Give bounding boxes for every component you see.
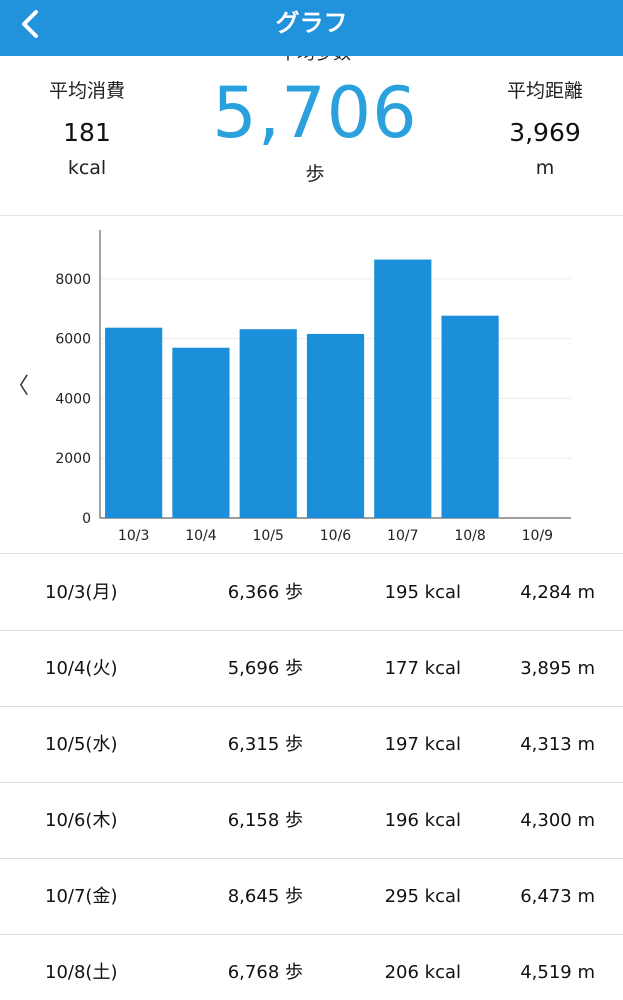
row-steps: 5,696 歩 <box>227 658 303 679</box>
row-calories: 295 kcal <box>384 886 461 907</box>
x-tick-label: 10/8 <box>454 528 485 544</box>
y-tick-label: 4000 <box>55 391 91 407</box>
chart-bar <box>441 315 499 518</box>
table-row[interactable]: 10/6(木) 6,158 歩 196 kcal 4,300 m <box>0 783 623 859</box>
daily-steps-table: 10/3(月) 6,366 歩 195 kcal 4,284 m 10/4(火) 5,69… <box>0 555 623 1000</box>
avg-distance-value: 3,969 <box>509 118 581 147</box>
avg-calories-unit: kcal <box>67 157 107 179</box>
y-tick-label: 8000 <box>55 272 91 288</box>
row-calories: 197 kcal <box>384 734 461 755</box>
chevron-left-icon <box>22 10 38 38</box>
x-tick-label: 10/3 <box>118 528 149 544</box>
y-tick-label: 0 <box>82 511 91 527</box>
back-button[interactable] <box>12 6 52 46</box>
row-steps: 6,315 歩 <box>227 734 303 755</box>
chevron-left-icon: 〈 <box>6 374 29 399</box>
row-steps: 6,158 歩 <box>227 810 303 831</box>
row-date: 10/4(火) <box>45 658 118 679</box>
avg-steps-label: 平均歩数 <box>180 56 450 66</box>
chart-prev-button[interactable]: 〈 <box>6 368 30 399</box>
table-row[interactable]: 10/3(月) 6,366 歩 195 kcal 4,284 m <box>0 555 623 631</box>
avg-distance-stat: 平均距離 3,969 m <box>480 78 610 180</box>
x-tick-label: 10/6 <box>320 528 352 544</box>
row-date: 10/7(金) <box>45 886 118 907</box>
x-tick-label: 10/5 <box>252 528 283 544</box>
row-distance: 6,473 m <box>520 886 595 907</box>
steps-bar-chart: 0 2000 4000 6000 8000 10/3 10/4 10/5 10/6 10/7 10/… <box>55 230 571 544</box>
row-steps: 8,645 歩 <box>227 886 303 907</box>
chart-bar <box>239 329 297 518</box>
avg-steps-value: 5,706 <box>212 72 418 154</box>
table-row[interactable]: 10/4(火) 5,696 歩 177 kcal 3,895 m <box>0 631 623 707</box>
row-date: 10/6(木) <box>45 810 118 831</box>
avg-distance-label: 平均距離 <box>506 80 583 102</box>
row-distance: 4,313 m <box>520 734 595 755</box>
row-date: 10/3(月) <box>45 582 118 603</box>
avg-steps-unit: 歩 <box>305 163 325 185</box>
row-date: 10/8(土) <box>45 962 118 983</box>
row-distance: 3,895 m <box>520 658 595 679</box>
chart-bar <box>306 333 365 518</box>
avg-calories-stat: 平均消費 181 kcal <box>22 78 152 180</box>
app-header: グラフ <box>0 0 623 56</box>
row-steps: 6,366 歩 <box>227 582 303 603</box>
row-calories: 195 kcal <box>384 582 461 603</box>
table-row[interactable]: 10/5(水) 6,315 歩 197 kcal 4,313 m <box>0 707 623 783</box>
x-tick-label: 10/9 <box>522 528 553 544</box>
avg-steps-stat: 平均歩数 5,706 歩 <box>180 56 450 186</box>
row-date: 10/5(水) <box>45 734 118 755</box>
row-calories: 206 kcal <box>384 962 461 983</box>
avg-distance-unit: m <box>535 157 555 179</box>
summary-stats: 平均消費 181 kcal 平均歩数 5,706 歩 平均距離 3,969 m <box>0 56 623 216</box>
table-row[interactable]: 10/8(土) 6,768 歩 206 kcal 4,519 m <box>0 935 623 1000</box>
table-row[interactable]: 10/7(金) 8,645 歩 295 kcal 6,473 m <box>0 859 623 935</box>
row-distance: 4,300 m <box>520 810 595 831</box>
avg-calories-label: 平均消費 <box>48 80 125 102</box>
chart-bar <box>105 327 163 518</box>
row-calories: 196 kcal <box>384 810 461 831</box>
y-tick-label: 6000 <box>55 332 91 348</box>
row-steps: 6,768 歩 <box>227 962 303 983</box>
y-tick-label: 2000 <box>55 451 91 467</box>
x-tick-label: 10/4 <box>185 528 217 544</box>
steps-chart-panel: 〈 0 2000 4000 6000 8000 10/3 10/4 10/5 10/6 10/7 1… <box>0 216 623 554</box>
row-calories: 177 kcal <box>384 658 461 679</box>
x-tick-label: 10/7 <box>387 528 418 544</box>
chart-bar <box>172 347 230 518</box>
avg-calories-value: 181 <box>63 118 111 147</box>
page-title: グラフ <box>275 9 348 37</box>
chart-bar <box>374 259 432 518</box>
row-distance: 4,284 m <box>520 582 595 603</box>
row-distance: 4,519 m <box>520 962 595 983</box>
